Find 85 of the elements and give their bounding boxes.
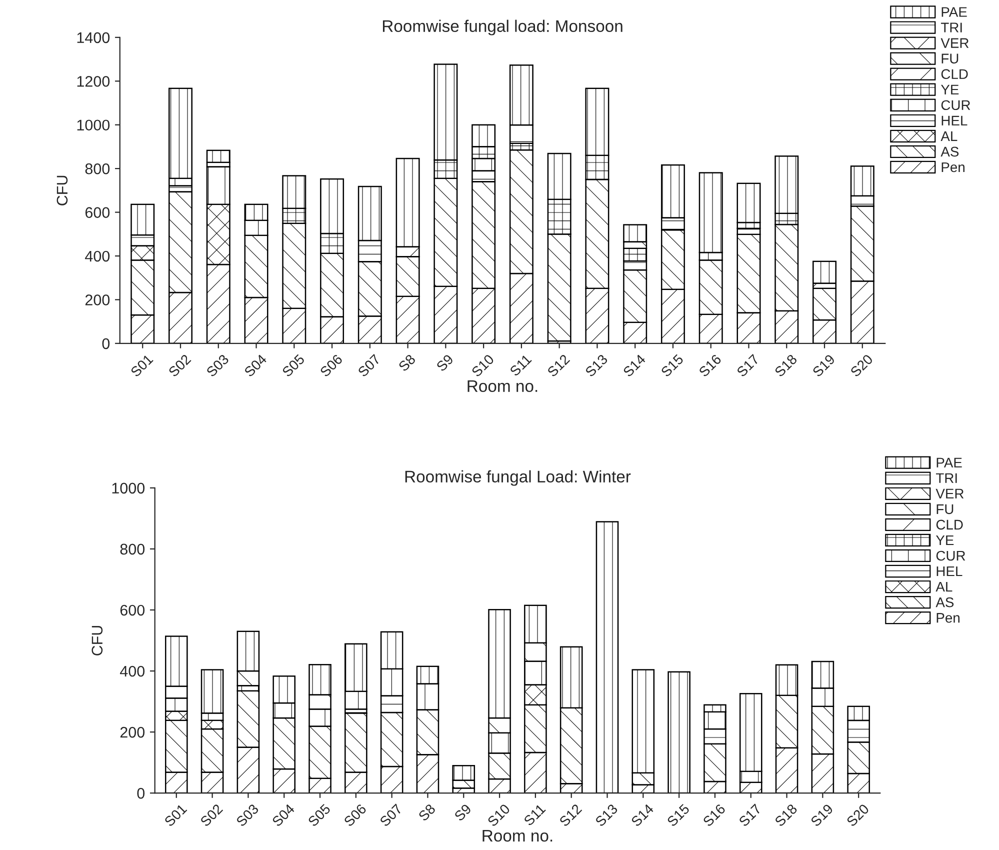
y-tick-label: 800 [120, 544, 145, 555]
x-tick-label: S16 [698, 354, 722, 378]
y-tick-label: 1400 [77, 32, 110, 44]
legend-label: VER [936, 488, 964, 498]
legend-label: TRI [936, 473, 957, 483]
x-tick-label: S11 [523, 804, 546, 826]
y-axis-title: CFU [92, 626, 103, 656]
x-tick-label: S02 [168, 354, 192, 378]
legend-label: CLD [936, 520, 963, 530]
bar [668, 671, 690, 794]
x-tick-label: S03 [206, 354, 230, 378]
x-tick-label: S01 [164, 804, 188, 828]
legend-label: YE [936, 535, 954, 545]
legend-label: YE [940, 84, 959, 94]
y-tick-label: 1000 [112, 482, 145, 494]
x-tick-label: S19 [812, 354, 836, 378]
x-tick-label: S06 [319, 354, 343, 378]
x-tick-label: S19 [810, 803, 834, 828]
x-tick-label: S8 [398, 354, 416, 372]
x-tick-label: S14 [622, 354, 646, 378]
x-tick-label: S13 [584, 354, 608, 378]
x-tick-label: S20 [850, 354, 874, 378]
x-axis-title: Room no. [482, 830, 552, 842]
y-tick-label: 400 [120, 666, 145, 677]
x-tick-label: S07 [357, 354, 381, 378]
legend-label: AS [936, 597, 954, 608]
y-tick-label: 1200 [77, 76, 110, 87]
x-tick-label: S14 [630, 803, 654, 828]
chart-title: Roomwise fungal Load: Winter [405, 470, 631, 486]
y-tick-label: 200 [85, 294, 110, 306]
x-tick-label: S9 [436, 354, 454, 372]
x-tick-label: S18 [774, 354, 798, 378]
legend-label: AL [940, 131, 958, 141]
legend-label: CUR [936, 550, 966, 561]
y-tick-label: 0 [137, 788, 145, 799]
y-tick-label: 800 [85, 163, 110, 174]
x-tick-label: S10 [470, 354, 495, 378]
x-tick-label: S11 [509, 354, 532, 377]
x-tick-label: S10 [486, 803, 511, 828]
x-tick-label: S9 [454, 803, 472, 822]
x-tick-label: S02 [200, 804, 224, 828]
x-tick-label: S20 [846, 803, 870, 828]
legend-label: FU [936, 504, 954, 514]
y-axis-title: CFU [56, 176, 68, 206]
x-tick-label: S17 [736, 354, 760, 378]
x-tick-label: S05 [282, 354, 306, 378]
x-tick-label: S06 [343, 803, 367, 828]
legend-label: Pen [936, 613, 960, 623]
x-tick-label: S8 [418, 803, 436, 822]
legend-label: TRI [940, 22, 962, 32]
y-tick-label: 400 [85, 250, 110, 262]
x-tick-label: S04 [244, 354, 268, 378]
bar [206, 150, 230, 164]
y-tick-label: 600 [120, 604, 145, 616]
y-tick-label: 600 [85, 207, 110, 218]
x-tick-label: S12 [558, 804, 582, 828]
x-tick-label: S18 [774, 803, 798, 828]
x-tick-label: S15 [666, 803, 690, 828]
y-tick-label: 1000 [77, 120, 110, 131]
legend-label: VER [940, 38, 969, 48]
legend-label: CUR [941, 100, 970, 110]
chart-title: Roomwise fungal load: Monsoon [382, 20, 622, 36]
legend-label: PAE [936, 458, 962, 468]
bar [596, 521, 619, 794]
legend-label: PAE [942, 7, 967, 17]
x-tick-label: S13 [594, 803, 618, 828]
legend-label: HEL [936, 566, 962, 576]
x-tick-label: S07 [379, 804, 403, 828]
x-tick-label: S17 [738, 804, 762, 828]
legend-label: CLD [941, 69, 968, 80]
legend-label: Pen [942, 162, 964, 172]
legend-label: AS [940, 146, 959, 157]
x-tick-label: S01 [130, 354, 154, 378]
y-tick-label: 0 [102, 338, 110, 350]
x-tick-label: S15 [660, 354, 684, 378]
legend-label: AL [936, 582, 952, 592]
x-tick-label: S12 [546, 354, 570, 378]
x-tick-label: S03 [236, 803, 260, 828]
x-tick-label: S05 [307, 803, 331, 828]
y-tick-label: 200 [120, 726, 145, 738]
legend-label: FU [942, 54, 958, 64]
x-tick-label: S04 [271, 803, 296, 828]
legend-label: HEL [942, 116, 968, 126]
x-tick-label: S16 [702, 803, 726, 828]
x-axis-title: Room no. [468, 380, 538, 392]
